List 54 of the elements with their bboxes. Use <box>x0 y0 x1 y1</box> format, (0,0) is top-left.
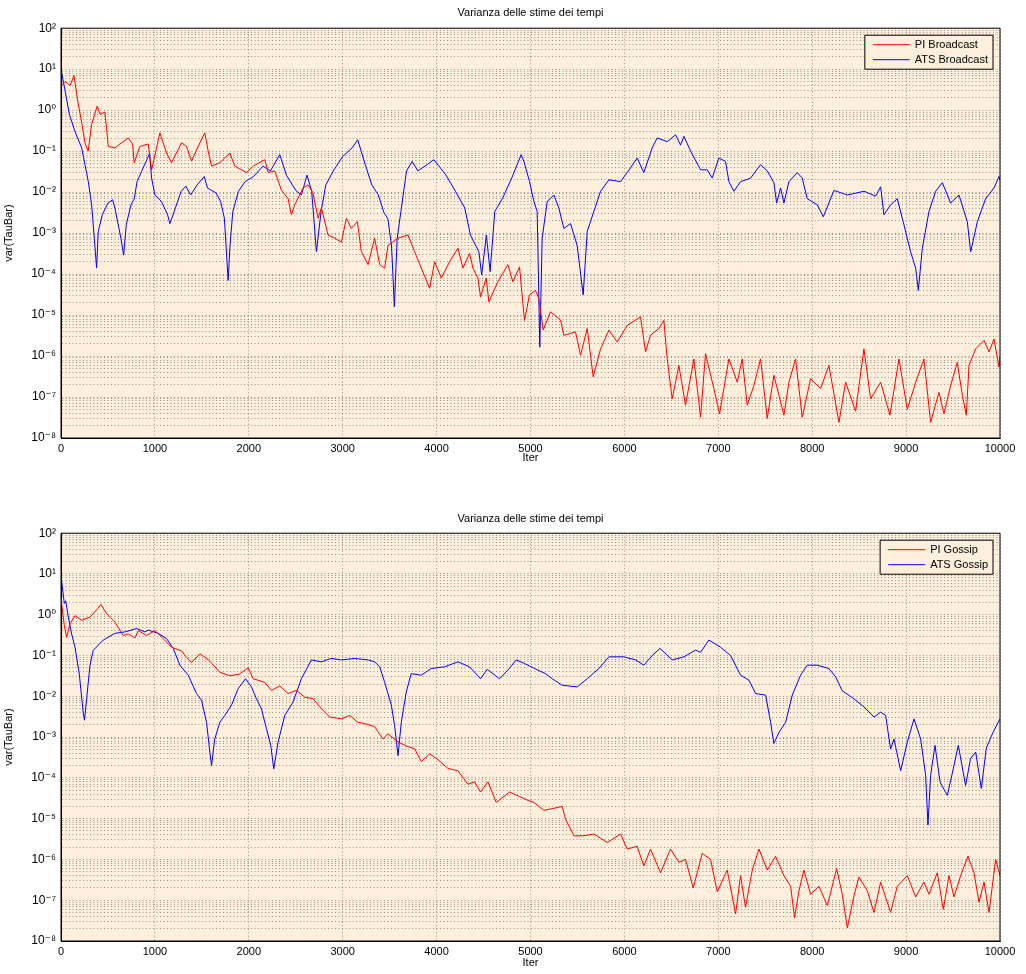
y-tick-label: 10⁻⁸ <box>31 933 56 948</box>
y-tick-label: 10⁻⁵ <box>31 810 57 825</box>
y-tick-label: 10² <box>38 20 56 35</box>
y-axis-title: var(TauBar) <box>1 708 14 766</box>
legend-label: PI Gossip <box>930 542 978 555</box>
chart-title: Varianza delle stime dei tempi <box>457 5 604 18</box>
x-tick-label: 6000 <box>612 441 637 454</box>
y-tick-label: 10¹ <box>38 566 56 581</box>
x-tick-label: 8000 <box>799 944 825 957</box>
y-tick-label: 10⁻⁶ <box>31 851 57 866</box>
y-tick-label: 10⁻² <box>32 688 56 703</box>
x-tick-label: 7000 <box>706 944 731 957</box>
x-tick-label: 4000 <box>424 441 449 454</box>
x-tick-label: 7000 <box>706 441 731 454</box>
x-tick-label: 9000 <box>893 944 919 957</box>
y-axis-title: var(TauBar) <box>1 204 14 262</box>
y-tick-label: 10⁻⁶ <box>31 348 57 363</box>
y-tick-label: 10¹ <box>38 61 56 76</box>
y-tick-label: 10⁻³ <box>32 729 56 744</box>
y-tick-label: 10⁻⁷ <box>31 892 56 907</box>
x-tick-label: 10000 <box>984 441 1016 454</box>
x-tick-label: 5000 <box>518 944 543 957</box>
x-tick-label: 1000 <box>142 944 168 957</box>
y-tick-label: 10⁰ <box>37 102 57 117</box>
y-tick-label: 10⁻¹ <box>32 143 56 158</box>
x-tick-label: 4000 <box>424 944 449 957</box>
x-axis-title: Iter <box>522 451 539 464</box>
x-tick-label: 8000 <box>799 441 825 454</box>
legend-label: ATS Broadcast <box>914 52 989 65</box>
y-tick-label: 10⁻⁸ <box>31 430 56 445</box>
y-tick-label: 10⁻⁵ <box>31 307 57 322</box>
x-tick-label: 0 <box>57 441 65 454</box>
y-tick-label: 10⁻⁴ <box>31 266 56 281</box>
y-tick-label: 10⁻¹ <box>32 647 56 662</box>
x-tick-label: 1000 <box>142 441 168 454</box>
x-tick-label: 3000 <box>330 441 355 454</box>
y-tick-label: 10⁻³ <box>32 225 56 240</box>
x-tick-label: 2000 <box>236 944 262 957</box>
x-tick-label: 6000 <box>612 944 637 957</box>
chart-title: Varianza delle stime dei tempi <box>457 511 604 524</box>
y-tick-label: 10⁻² <box>32 184 56 199</box>
legend-label: ATS Gossip <box>930 557 989 570</box>
legend-label: PI Broadcast <box>914 37 978 50</box>
y-tick-label: 10⁰ <box>37 607 57 622</box>
y-tick-label: 10⁻⁷ <box>31 389 56 404</box>
x-tick-label: 5000 <box>518 441 543 454</box>
x-tick-label: 3000 <box>330 944 355 957</box>
x-tick-label: 9000 <box>893 441 919 454</box>
x-tick-label: 2000 <box>236 441 262 454</box>
x-axis-title: Iter <box>522 956 539 969</box>
x-tick-label: 10000 <box>984 944 1016 957</box>
y-tick-label: 10² <box>38 525 56 540</box>
y-tick-label: 10⁻⁴ <box>31 770 56 785</box>
x-tick-label: 0 <box>57 944 65 957</box>
